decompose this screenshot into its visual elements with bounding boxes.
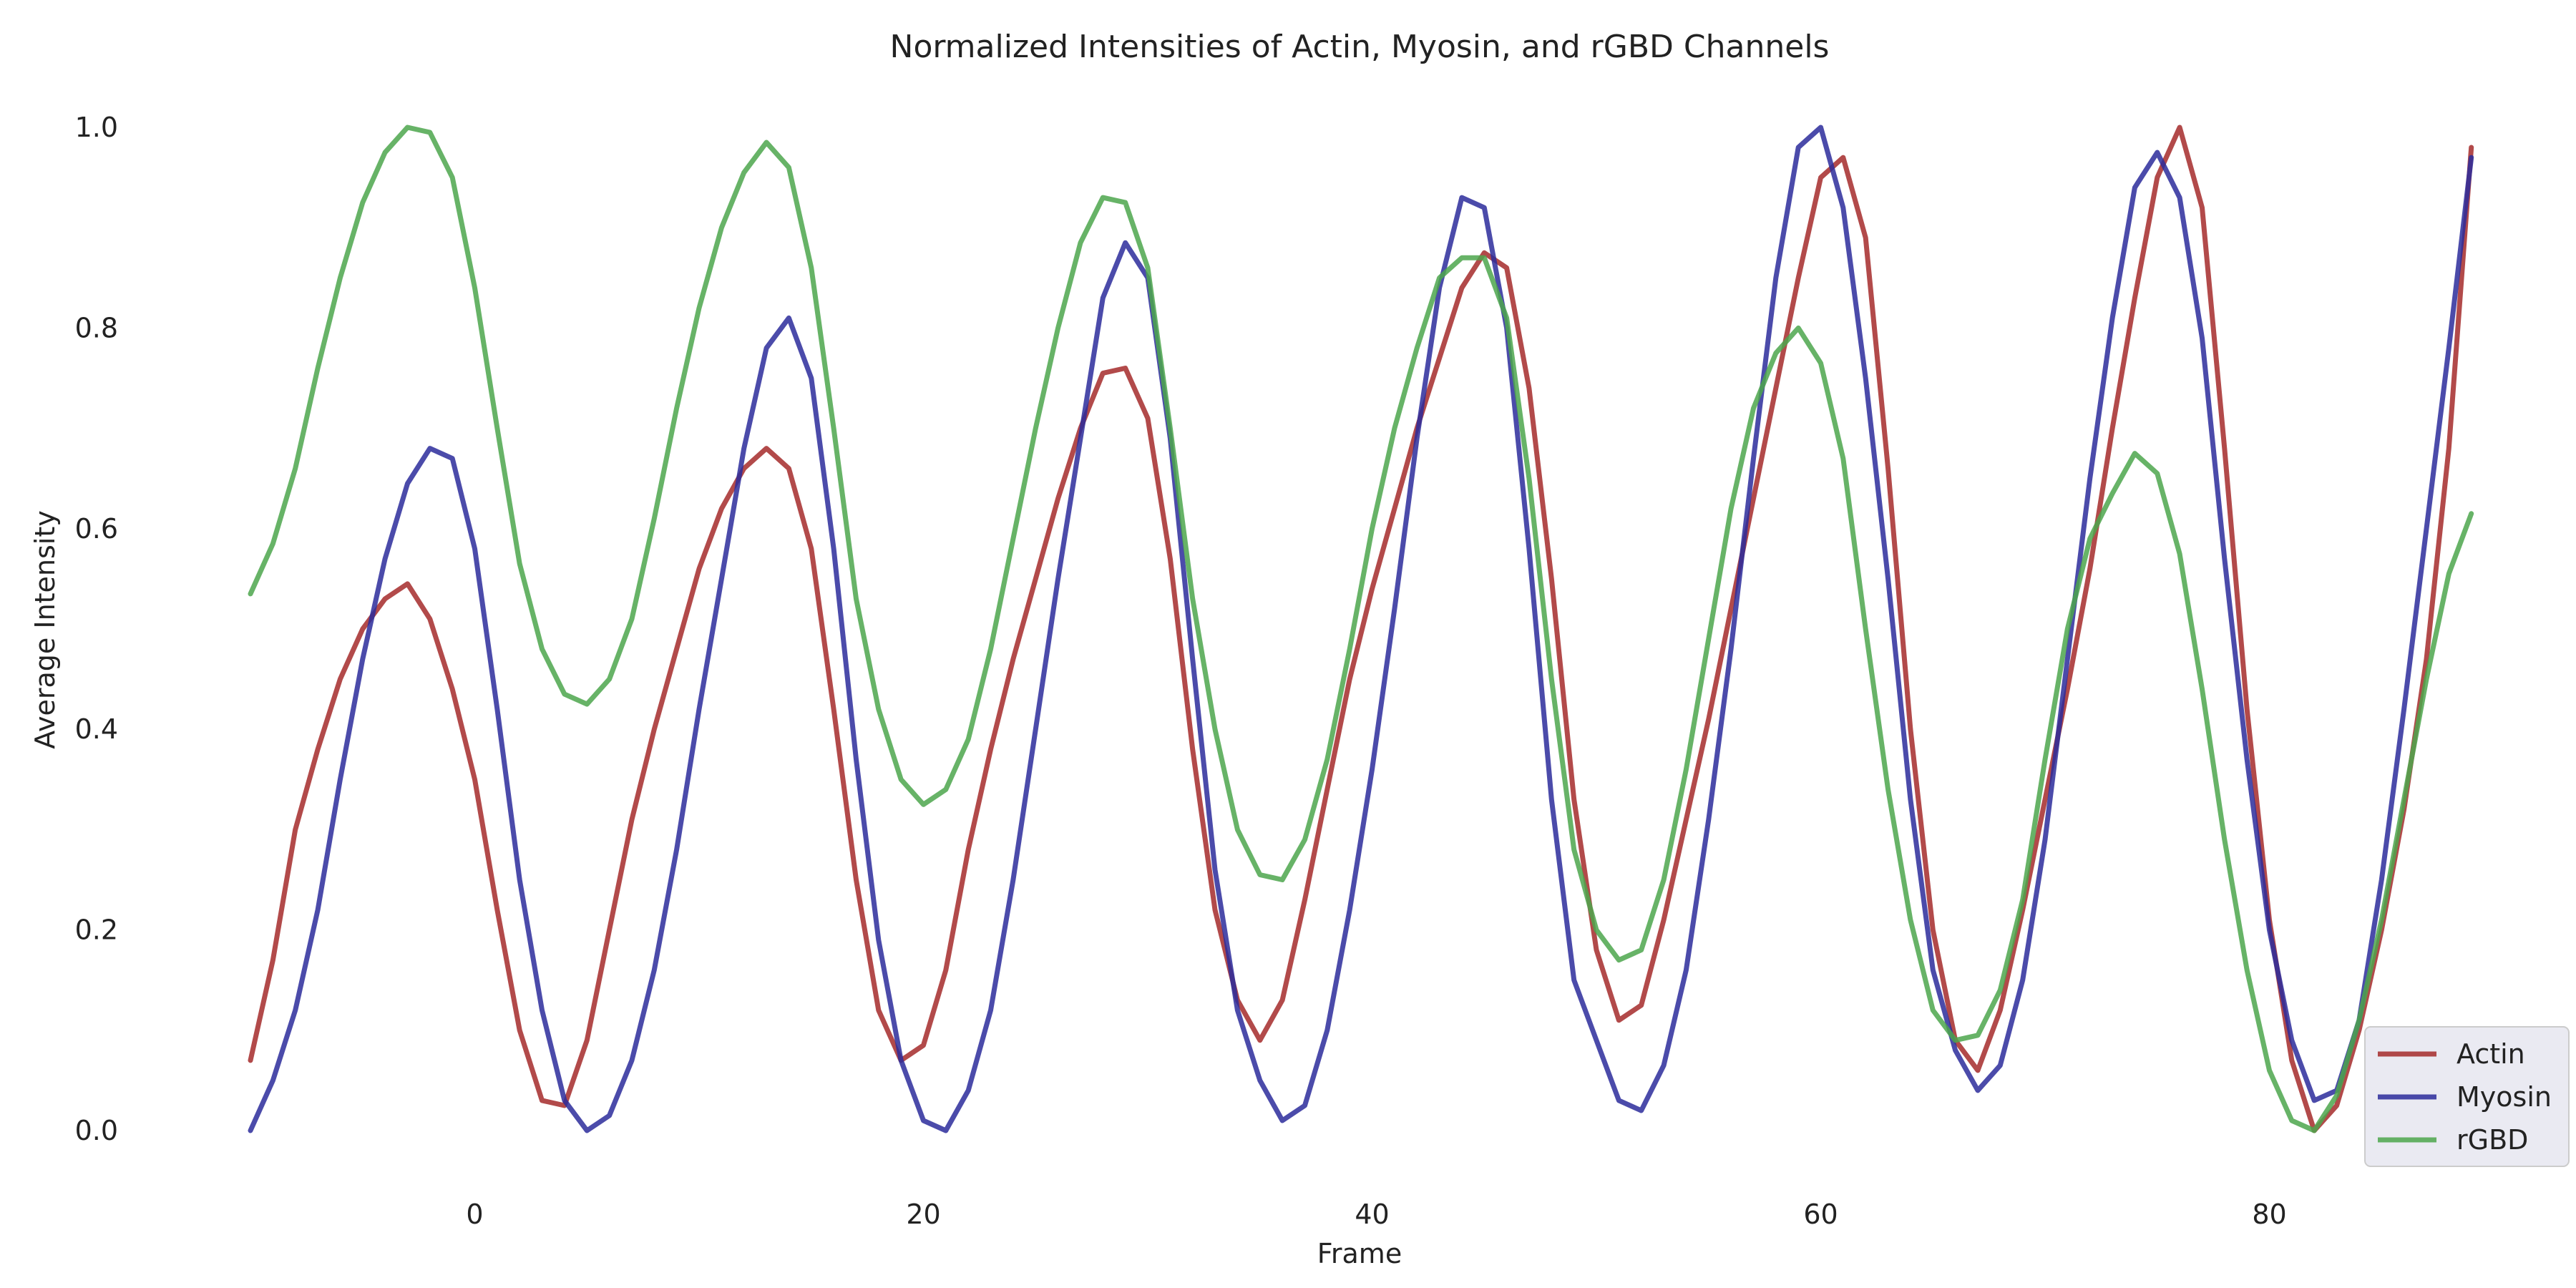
chart-title: Normalized Intensities of Actin, Myosin,…: [890, 29, 1830, 65]
legend-box: [2364, 1026, 2570, 1167]
y-tick-label: 0.2: [75, 914, 118, 946]
series-lines: [248, 125, 2474, 1133]
y-tick-label: 1.0: [75, 112, 118, 143]
x-tick-label: 40: [1355, 1199, 1389, 1230]
x-tick-label: 0: [466, 1199, 483, 1230]
y-tick-label: 0.4: [75, 713, 118, 745]
series-line-actin: [248, 125, 2474, 1133]
x-axis-ticks: 0 20 40 60 80: [466, 1199, 2286, 1230]
legend: Actin Myosin rGBD: [2364, 1026, 2570, 1167]
series-line-myosin: [248, 125, 2474, 1133]
x-tick-label: 60: [1803, 1199, 1838, 1230]
legend-label-rgbd: rGBD: [2457, 1124, 2528, 1156]
x-tick-label: 80: [2252, 1199, 2286, 1230]
y-tick-label: 0.0: [75, 1115, 118, 1146]
y-axis-label: Average Intensity: [29, 510, 61, 749]
x-tick-label: 20: [906, 1199, 940, 1230]
legend-label-actin: Actin: [2457, 1038, 2525, 1070]
y-tick-label: 0.8: [75, 312, 118, 343]
legend-label-myosin: Myosin: [2457, 1081, 2552, 1113]
y-tick-label: 0.6: [75, 513, 118, 545]
series-line-rgbd: [248, 125, 2474, 1133]
y-axis-ticks: 0.0 0.2 0.4 0.6 0.8 1.0: [75, 112, 118, 1146]
x-axis-label: Frame: [1317, 1238, 1402, 1269]
